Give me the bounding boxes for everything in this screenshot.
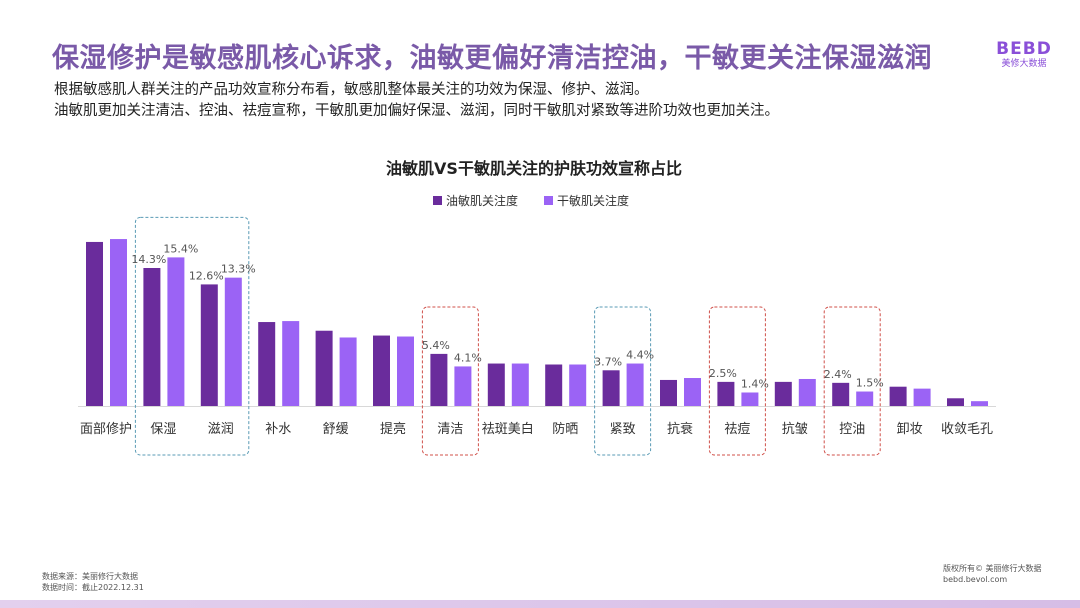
bar-dry <box>511 363 529 406</box>
date-text: 数据时间：截止2022.12.31 <box>42 583 144 592</box>
logo: BEBD 美修大数据 <box>994 40 1054 70</box>
x-tick-label: 抗皱 <box>782 421 808 437</box>
bar-oily <box>258 322 276 406</box>
x-tick-label: 收敛毛孔 <box>941 421 993 437</box>
data-label: 4.1% <box>454 351 482 364</box>
x-tick-label: 滋润 <box>208 422 234 437</box>
data-label: 1.4% <box>741 377 769 390</box>
x-tick-label: 控油 <box>839 422 865 437</box>
data-label: 14.3% <box>131 253 166 266</box>
bar-dry <box>684 378 701 406</box>
subtitle-line-1: 根据敏感肌人群关注的产品功效宣称分布看，敏感肌整体最关注的功效为保湿、修护、滋润… <box>54 82 649 98</box>
highlight-box <box>421 306 479 456</box>
page-title: 保湿修护是敏感肌核心诉求，油敏更偏好清洁控油，干敏更关注保湿滋润 <box>52 43 932 74</box>
x-tick-label: 抗衰 <box>667 421 693 437</box>
data-label: 13.3% <box>221 263 256 276</box>
data-label: 1.5% <box>856 377 884 390</box>
data-label: 4.4% <box>626 349 654 362</box>
bar-oily <box>86 241 103 406</box>
bar-oily <box>143 268 161 406</box>
data-label: 15.4% <box>163 242 198 255</box>
data-label: 12.6% <box>189 269 224 282</box>
bar-oily <box>430 353 448 406</box>
footer-source: 数据来源：美丽修行大数据 数据时间：截止2022.12.31 <box>42 571 144 593</box>
bar-dry <box>856 391 874 406</box>
bar-oily <box>602 370 620 406</box>
legend-swatch-dry <box>544 196 553 205</box>
legend-label-oily: 油敏肌关注度 <box>446 193 518 208</box>
bar-dry <box>913 388 931 406</box>
footer-copyright: 版权所有© 美丽修行大数据 bebd.bevol.com <box>943 563 1042 585</box>
bar-oily <box>545 364 563 406</box>
bar-dry <box>454 366 472 406</box>
highlight-box <box>823 306 881 456</box>
bar-oily <box>373 335 390 406</box>
bar-oily <box>315 330 333 406</box>
bar-dry <box>397 336 414 406</box>
x-tick-label: 祛痘 <box>724 421 750 437</box>
chart-title: 油敏肌VS干敏肌关注的护肤功效宣称占比 <box>386 159 682 178</box>
bar-dry <box>282 321 300 406</box>
x-tick-label: 保湿 <box>150 422 176 437</box>
url-text: bebd.bevol.com <box>943 575 1008 584</box>
data-label: 5.4% <box>422 339 450 352</box>
bar-dry <box>626 363 644 406</box>
bar-oily <box>889 386 907 406</box>
subtitle-line-2: 油敏肌更加关注清洁、控油、祛痘宣称，干敏肌更加偏好保湿、滋润，同时干敏肌对紧致等… <box>54 103 779 119</box>
highlight-box <box>134 216 250 456</box>
x-tick-label: 防晒 <box>552 421 578 437</box>
x-tick-label: 面部修护 <box>80 422 132 437</box>
logo-name: 美修大数据 <box>1001 59 1047 69</box>
bar-dry <box>741 392 759 406</box>
x-tick-label: 舒缓 <box>323 422 349 437</box>
bar-dry <box>339 337 357 406</box>
x-tick-label: 清洁 <box>437 422 463 437</box>
data-label: 2.4% <box>824 368 852 381</box>
legend-swatch-oily <box>433 196 442 205</box>
x-tick-label: 卸妆 <box>897 421 923 437</box>
bar-oily <box>947 398 964 406</box>
x-tick-label: 紧致 <box>610 422 636 437</box>
bar-dry <box>569 364 587 406</box>
bar-oily <box>200 284 218 406</box>
x-tick-label: 祛斑美白 <box>482 421 534 437</box>
bar-oily <box>832 382 850 406</box>
bottom-bar <box>0 600 1080 608</box>
data-label: 2.5% <box>709 367 737 380</box>
highlight-box <box>594 306 652 456</box>
bar-dry <box>224 277 242 406</box>
bar-dry <box>167 257 185 406</box>
bar-oily <box>717 381 735 406</box>
bar-oily <box>660 379 677 406</box>
source-text: 数据来源：美丽修行大数据 <box>42 572 138 581</box>
legend-label-dry: 干敏肌关注度 <box>557 193 629 208</box>
bar-oily <box>774 381 792 406</box>
bar-oily <box>487 363 505 406</box>
legend: 油敏肌关注度 干敏肌关注度 <box>433 193 629 208</box>
data-label: 3.7% <box>594 355 622 368</box>
logo-mark: BEBD <box>996 39 1052 59</box>
bar-dry <box>110 239 127 406</box>
highlight-box <box>708 306 766 456</box>
bar-dry <box>798 378 816 406</box>
x-tick-label: 提亮 <box>380 421 406 437</box>
x-tick-label: 补水 <box>265 422 291 437</box>
bar-dry <box>971 401 988 406</box>
copyright-text: 版权所有© 美丽修行大数据 <box>943 564 1042 573</box>
